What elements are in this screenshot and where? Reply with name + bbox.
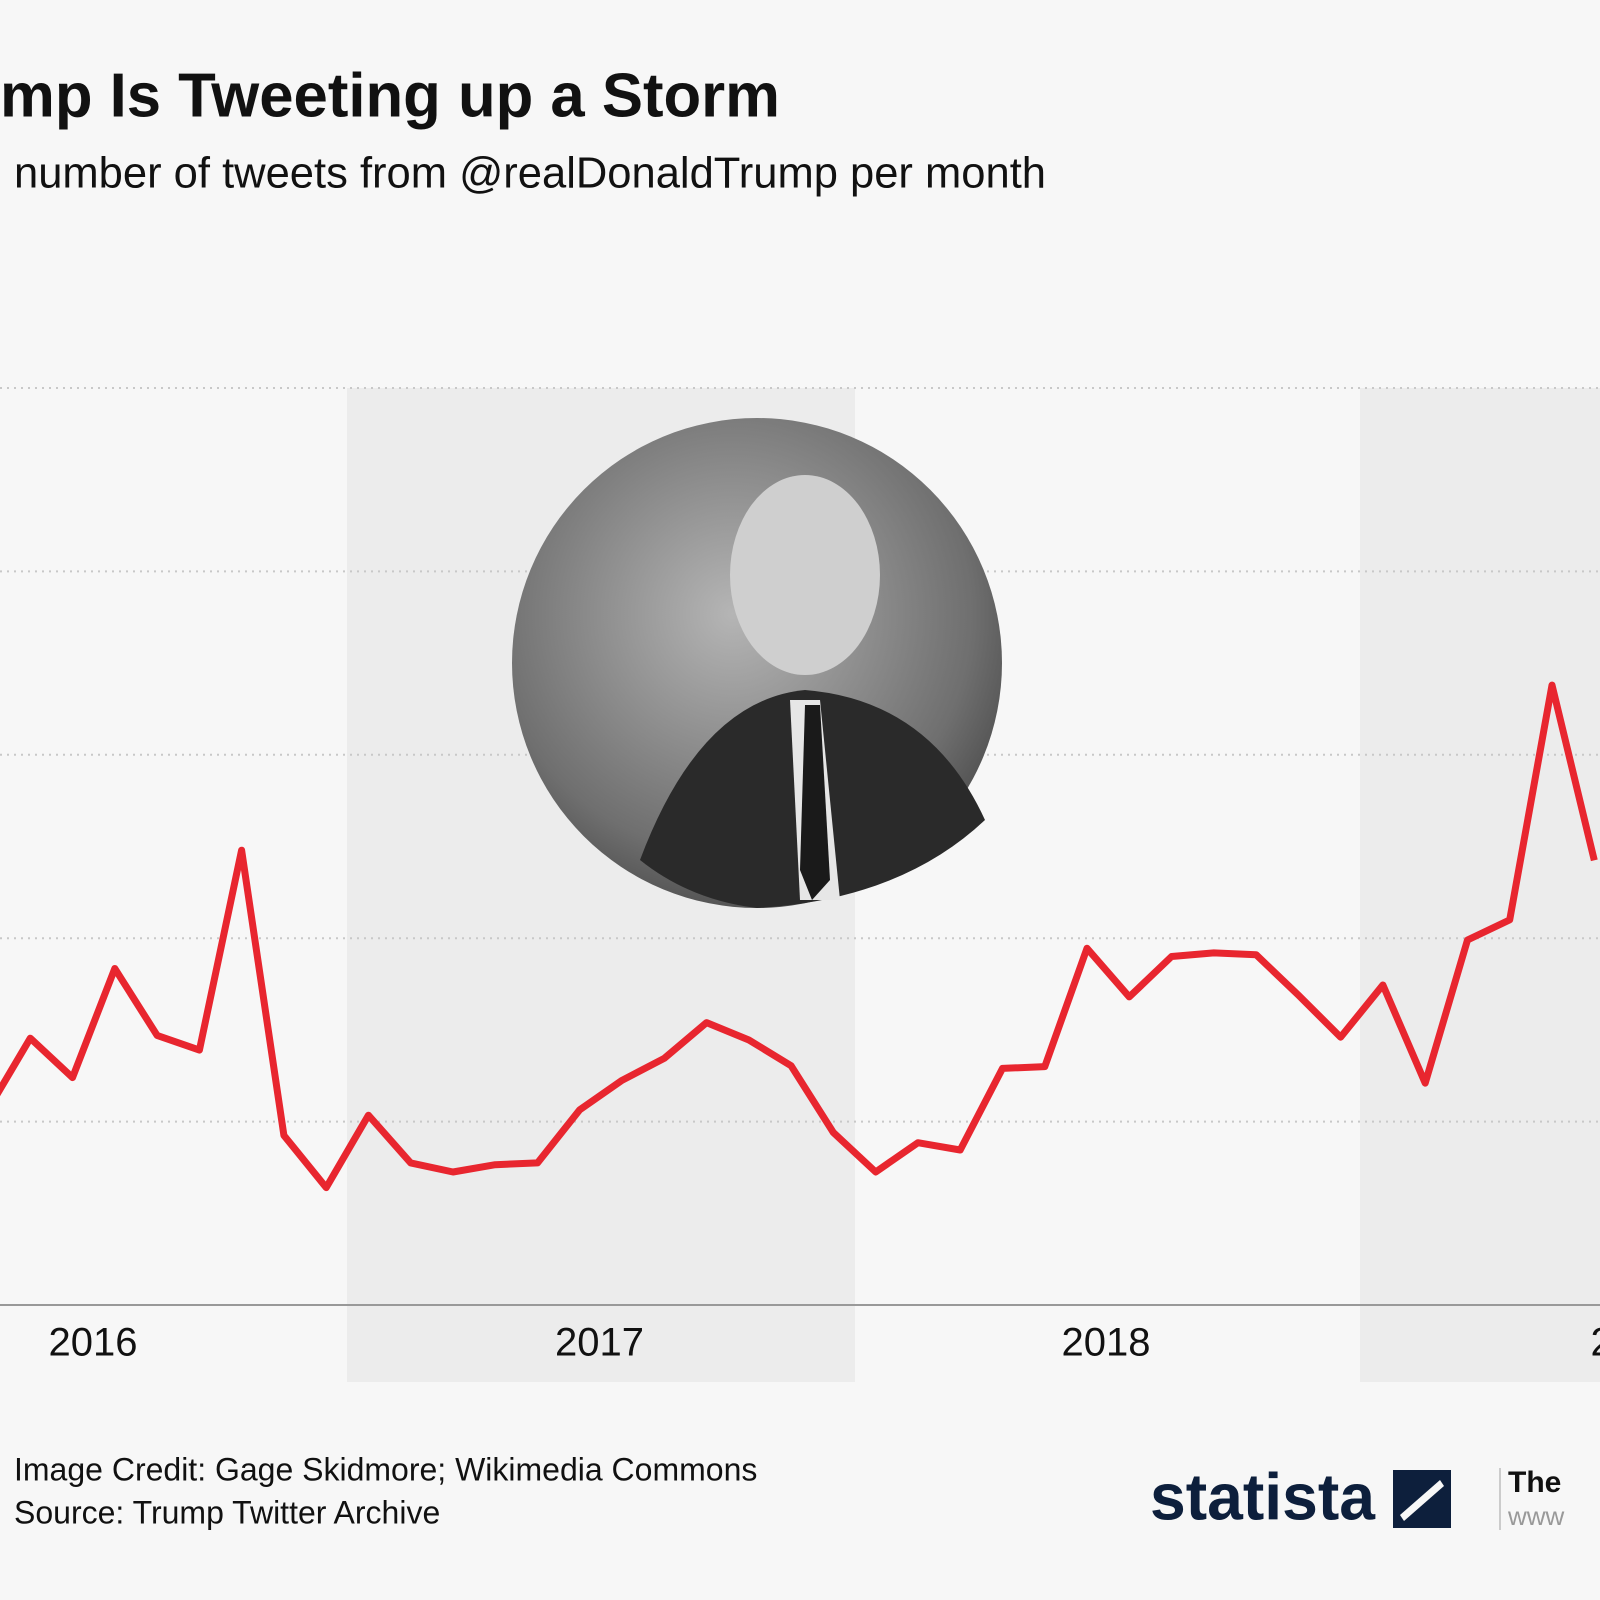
logo-icon — [1393, 1470, 1451, 1528]
photo — [512, 418, 1002, 908]
corner-text: The — [1508, 1466, 1561, 1499]
logo: statista — [1150, 1459, 1376, 1533]
year-band — [1360, 388, 1600, 1382]
source: Source: Trump Twitter Archive — [14, 1494, 440, 1530]
corner-text: www — [1507, 1501, 1565, 1531]
x-tick-label: 2 — [1591, 1321, 1600, 1365]
x-tick-label: 2018 — [1062, 1321, 1151, 1365]
chart-subtitle: number of tweets from @realDonaldTrump p… — [14, 149, 1046, 198]
image-credit: Image Credit: Gage Skidmore; Wikimedia C… — [14, 1451, 757, 1487]
x-tick-label: 2017 — [555, 1321, 644, 1365]
line — [0, 681, 1598, 1192]
chart-title: mp Is Tweeting up a Storm — [0, 61, 780, 130]
x-tick-label: 2016 — [49, 1321, 138, 1365]
